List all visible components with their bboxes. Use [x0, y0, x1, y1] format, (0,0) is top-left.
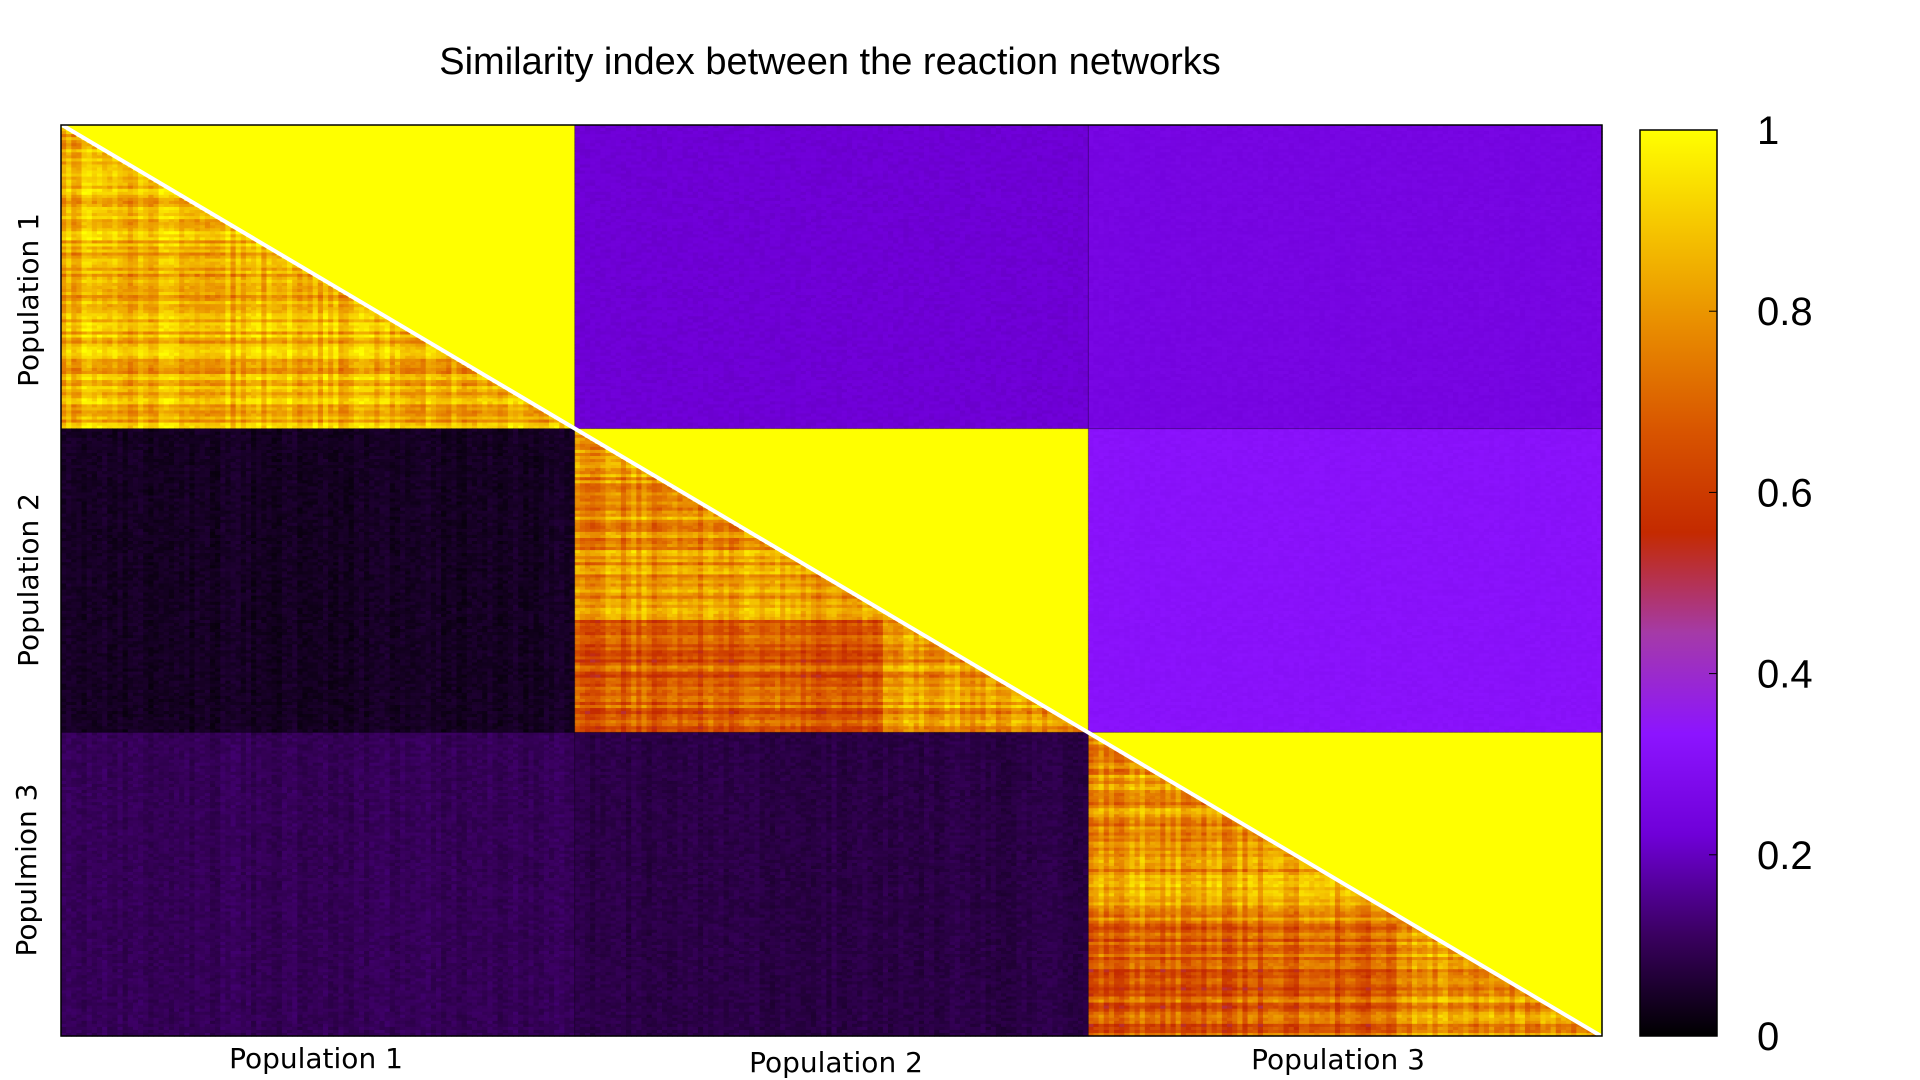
chart-title: Similarity index between the reaction ne… — [439, 41, 1221, 83]
